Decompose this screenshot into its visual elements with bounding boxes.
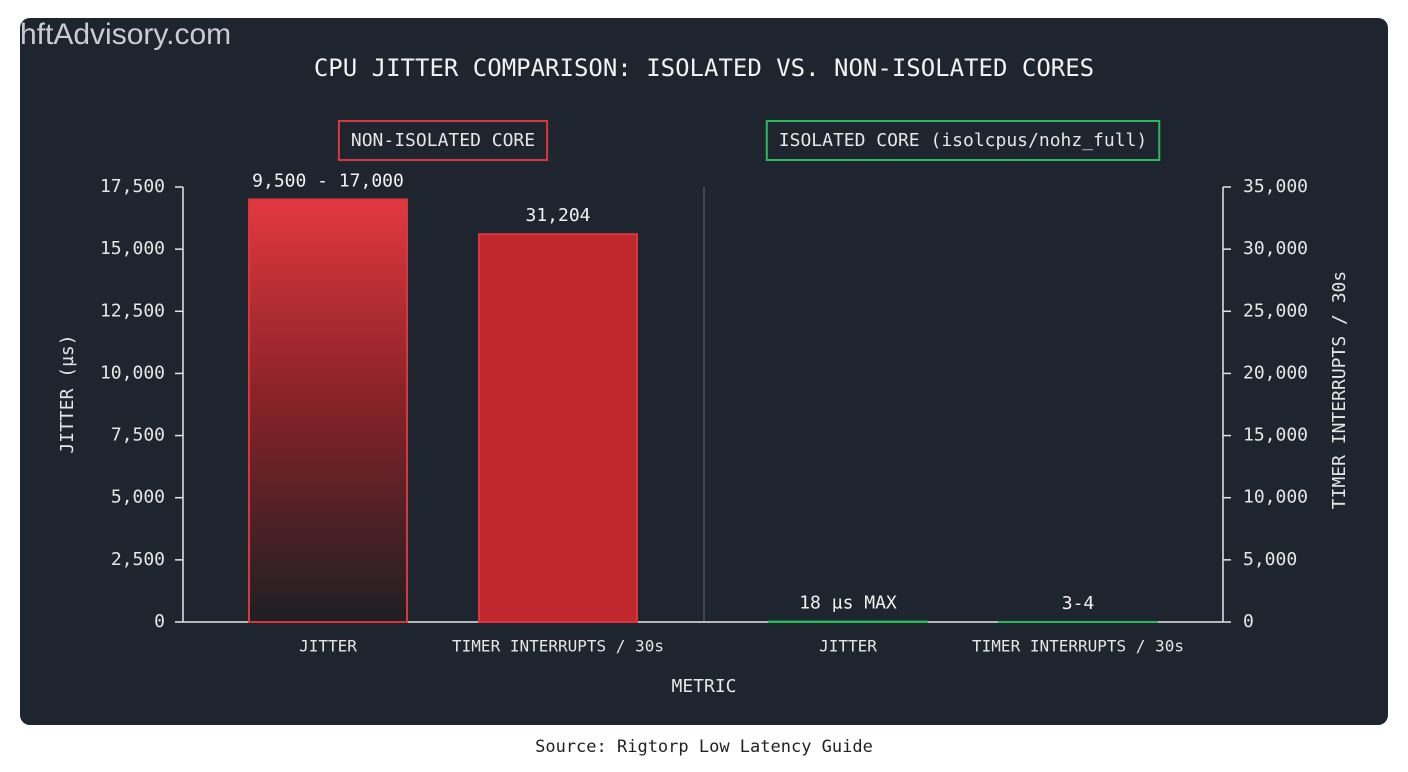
y-tick-label: 0: [154, 611, 165, 632]
y2-tick-label: 25,000: [1243, 300, 1308, 321]
y-tick-label: 7,500: [111, 425, 165, 446]
y-tick-label: 5,000: [111, 487, 165, 508]
y-axis-label: JITTER (µs): [57, 334, 78, 453]
y-tick-label: 12,500: [100, 300, 165, 321]
watermark: hftAdvisory.com: [20, 18, 231, 51]
y2-tick-label: 15,000: [1243, 425, 1308, 446]
bar: [249, 199, 407, 622]
value-label: 18 µs MAX: [799, 593, 897, 614]
group-label: NON-ISOLATED CORE: [351, 130, 535, 151]
y-tick-label: 17,500: [100, 176, 165, 197]
x-tick-label: TIMER INTERRUPTS / 30s: [972, 637, 1184, 656]
y2-tick-label: 35,000: [1243, 176, 1308, 197]
value-label: 3-4: [1062, 593, 1095, 614]
group-label: ISOLATED CORE (isolcpus/nohz_full): [779, 130, 1147, 151]
value-label: 31,204: [525, 205, 590, 226]
x-tick-label: JITTER: [819, 637, 877, 656]
y2-tick-label: 5,000: [1243, 549, 1297, 570]
y2-tick-label: 10,000: [1243, 487, 1308, 508]
x-tick-label: TIMER INTERRUPTS / 30s: [452, 637, 664, 656]
y2-tick-label: 0: [1243, 611, 1254, 632]
x-axis-label: METRIC: [671, 676, 736, 697]
source-note: Source: Rigtorp Low Latency Guide: [535, 737, 873, 757]
x-tick-label: JITTER: [299, 637, 357, 656]
chart-title: CPU JITTER COMPARISON: ISOLATED VS. NON-…: [314, 54, 1094, 82]
y-tick-label: 10,000: [100, 362, 165, 383]
y2-axis-label: TIMER INTERRUPTS / 30s: [1329, 271, 1350, 509]
y2-tick-label: 20,000: [1243, 362, 1308, 383]
y-tick-label: 15,000: [100, 238, 165, 259]
bar: [479, 234, 637, 622]
y2-tick-label: 30,000: [1243, 238, 1308, 259]
y-tick-label: 2,500: [111, 549, 165, 570]
value-label: 9,500 - 17,000: [252, 170, 404, 191]
